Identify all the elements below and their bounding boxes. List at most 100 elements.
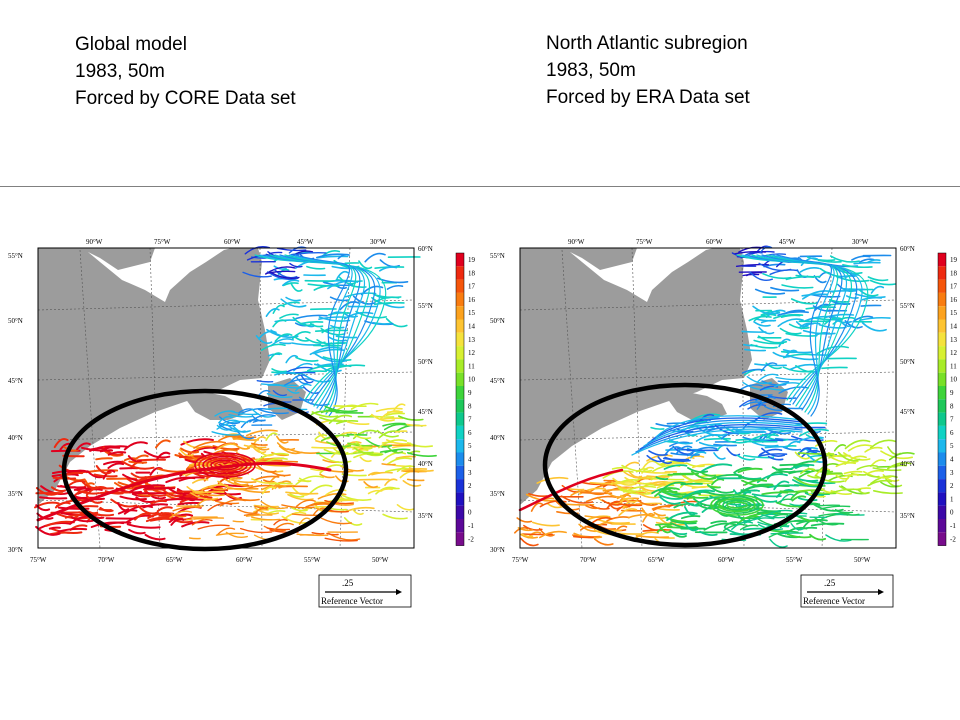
streamline	[103, 460, 124, 466]
colorbar-label: 0	[468, 509, 472, 517]
streamline	[195, 445, 213, 451]
streamline	[750, 343, 778, 349]
streamline	[99, 506, 114, 513]
streamline	[843, 473, 859, 478]
tick-label-bottom-lon: 55°W	[304, 556, 321, 564]
streamline	[790, 522, 804, 531]
streamline	[773, 480, 790, 491]
streamline	[76, 442, 91, 451]
colorbar-label: 11	[950, 362, 957, 370]
streamline	[762, 272, 792, 280]
streamline	[753, 313, 777, 322]
streamline	[274, 480, 292, 490]
streamline	[274, 371, 296, 376]
streamline	[233, 442, 250, 450]
streamline	[741, 368, 764, 374]
streamline	[657, 507, 680, 511]
streamline	[889, 464, 908, 468]
tick-label-top-lon: 45°W	[297, 238, 314, 246]
streamline	[578, 523, 602, 533]
colorbar-cell	[456, 346, 464, 360]
streamline	[682, 489, 715, 499]
streamline	[797, 447, 812, 457]
streamline	[376, 429, 399, 438]
caption-left-line-3: Forced by CORE Data set	[75, 88, 296, 109]
caption-right-line-2: 1983, 50m	[546, 60, 636, 81]
streamline	[137, 493, 152, 497]
streamline	[866, 474, 880, 478]
streamline	[655, 523, 673, 526]
streamline	[290, 506, 308, 512]
streamline	[218, 415, 234, 424]
streamline	[656, 525, 673, 533]
tick-label-bottom-lon: 60°W	[236, 556, 253, 564]
streamline	[530, 502, 544, 512]
streamline	[281, 301, 300, 307]
tick-label-right-lat: 40°N	[900, 460, 915, 468]
colorbar-cell	[456, 306, 464, 320]
streamline	[596, 518, 630, 524]
streamline	[735, 263, 770, 267]
streamline	[658, 494, 683, 500]
streamline	[710, 520, 727, 524]
streamline	[769, 269, 798, 275]
streamline	[282, 279, 300, 287]
streamline	[311, 411, 339, 418]
streamline	[744, 348, 767, 352]
colorbar-label: 11	[468, 362, 475, 370]
streamline	[177, 501, 201, 506]
tick-label-left-lat: 35°N	[8, 490, 23, 498]
streamline	[772, 351, 792, 358]
streamline	[134, 484, 166, 490]
streamline	[794, 422, 828, 426]
streamline	[611, 481, 633, 489]
streamline	[286, 366, 313, 373]
land-nova-scotia	[667, 392, 727, 420]
colorbar-cell	[456, 412, 464, 426]
streamline	[531, 521, 560, 527]
streamline	[768, 395, 797, 400]
colorbar-cell	[456, 465, 464, 480]
streamline	[621, 464, 653, 473]
streamline	[736, 454, 756, 461]
reference-vector-frame	[800, 574, 894, 608]
streamline	[270, 471, 291, 477]
streamline	[668, 439, 693, 445]
streamline	[359, 456, 372, 463]
graticule-lat	[519, 371, 897, 381]
streamline	[66, 471, 84, 476]
streamline	[375, 486, 397, 495]
reference-vector-frame	[318, 574, 412, 608]
streamline	[54, 501, 71, 509]
map-frame	[519, 247, 897, 549]
streamline	[680, 482, 703, 486]
streamline	[135, 496, 156, 504]
colorbar-cell	[938, 346, 946, 360]
tick-label-right-lat: 35°N	[900, 512, 915, 520]
streamline	[782, 446, 802, 451]
streamline	[254, 505, 269, 509]
streamline	[778, 386, 810, 394]
streamline	[384, 448, 411, 454]
colorbar-label: 3	[950, 469, 954, 477]
streamline	[624, 476, 652, 485]
streamline	[382, 513, 408, 520]
streamline-slope	[643, 421, 803, 447]
streamline	[789, 503, 803, 507]
streamline	[860, 304, 882, 307]
streamline	[257, 330, 277, 340]
streamline	[743, 517, 775, 524]
streamline	[825, 534, 852, 542]
colorbar-cell	[938, 479, 946, 493]
caption-left-line-2: 1983, 50m	[75, 61, 165, 82]
streamline	[635, 491, 662, 499]
streamline-slope	[635, 426, 803, 453]
streamline	[824, 313, 855, 319]
streamline	[57, 506, 90, 510]
streamline	[134, 512, 151, 521]
colorbar-cell	[456, 439, 464, 453]
streamline	[837, 451, 861, 462]
streamline	[402, 480, 422, 487]
streamline	[295, 356, 319, 362]
